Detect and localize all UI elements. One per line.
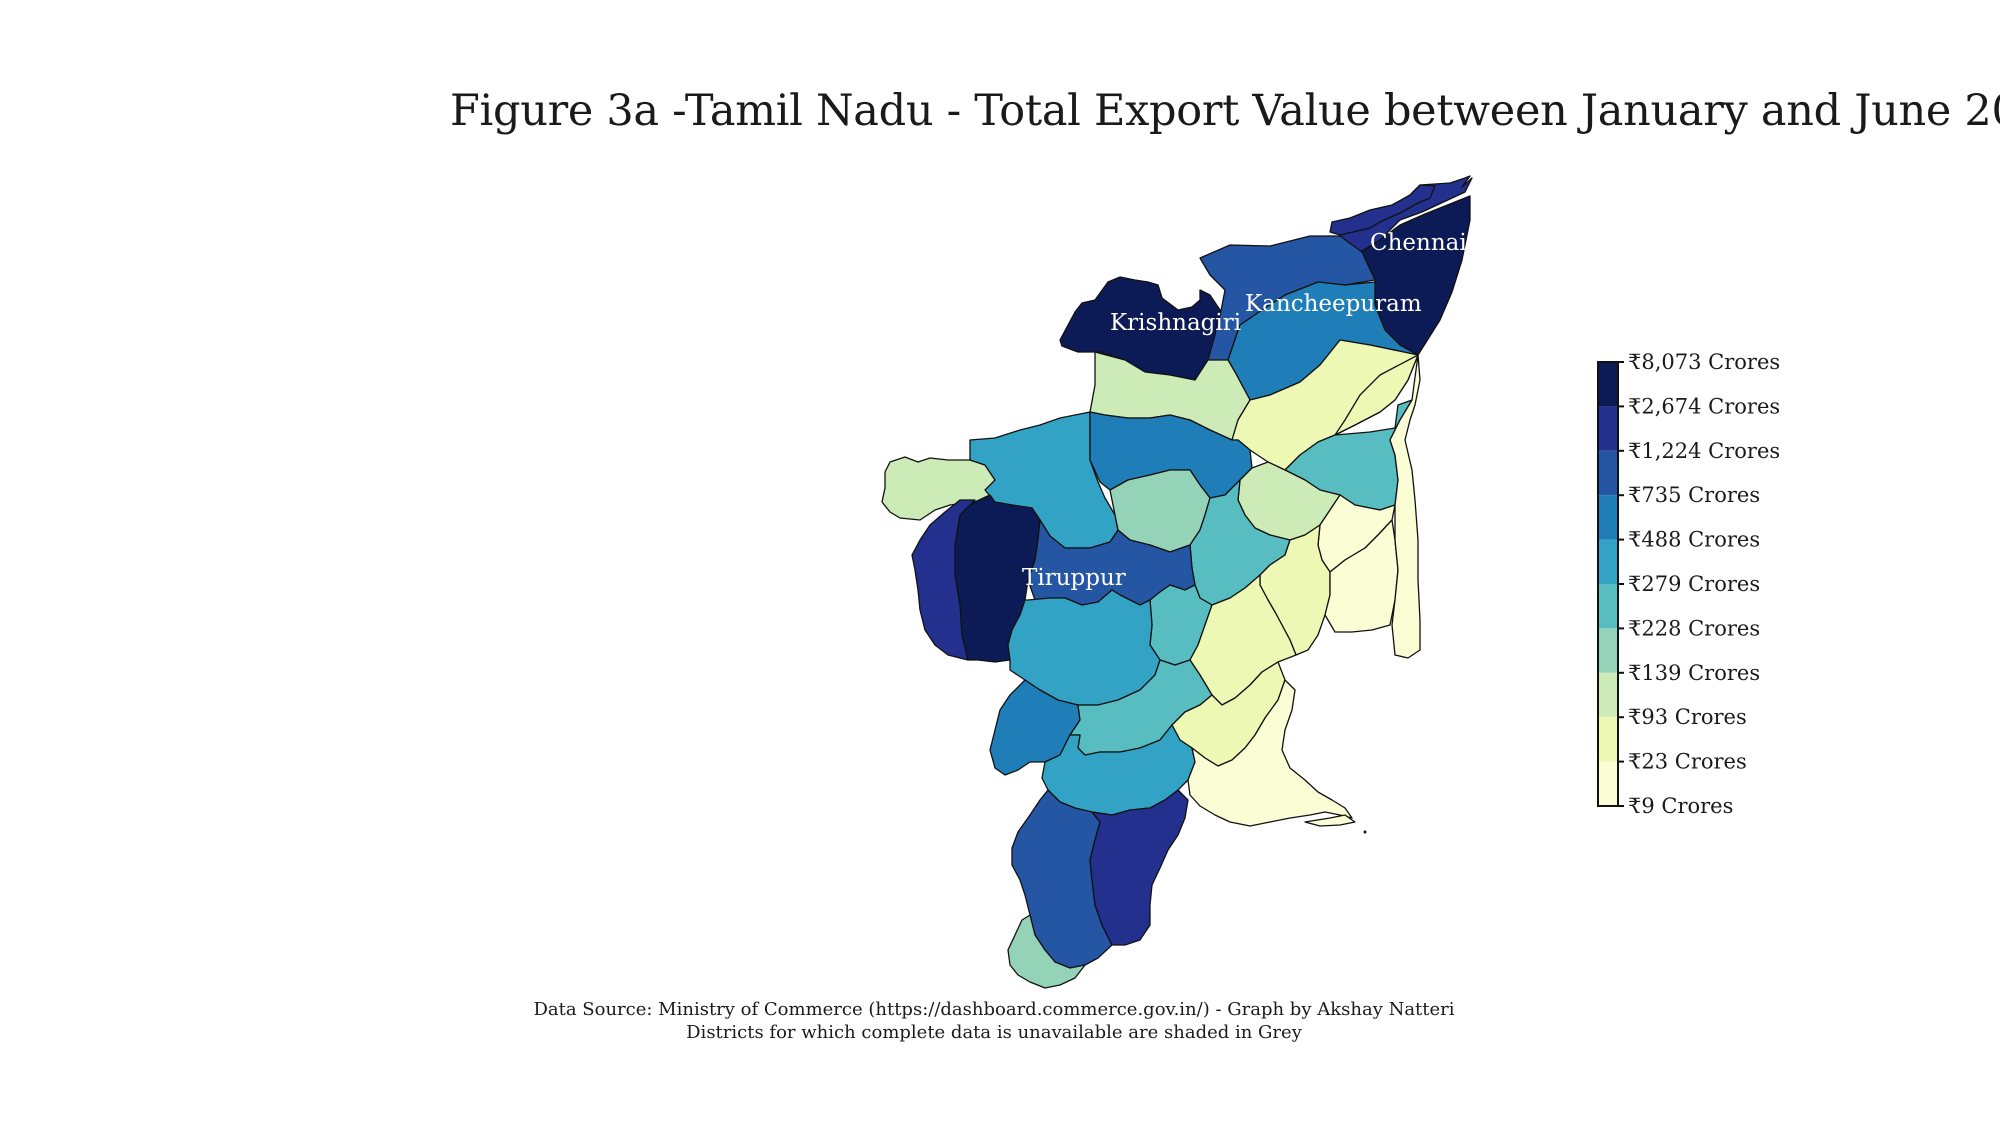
legend-label: ₹2,674 Crores bbox=[1628, 394, 1780, 418]
legend-swatch bbox=[1598, 584, 1618, 629]
color-legend: ₹8,073 Crores ₹2,674 Crores ₹1,224 Crores ₹… bbox=[1597, 350, 1780, 818]
legend-label: ₹488 Crores bbox=[1628, 528, 1760, 552]
legend-label: ₹228 Crores bbox=[1628, 616, 1760, 640]
district-ramanathapuram[interactable] bbox=[1187, 679, 1353, 827]
label-krishnagiri: Krishnagiri bbox=[1110, 310, 1241, 336]
district-villupuram[interactable] bbox=[1334, 354, 1419, 436]
map-labels: Chennai Kancheepuram Krishnagiri Tiruppu… bbox=[1022, 230, 1467, 591]
legend-swatch bbox=[1598, 761, 1618, 806]
label-chennai: Chennai bbox=[1370, 230, 1467, 256]
legend-swatch bbox=[1598, 717, 1618, 762]
island-rameswaram bbox=[1304, 814, 1356, 827]
label-tiruppur: Tiruppur bbox=[1022, 565, 1126, 591]
legend-label: ₹23 Crores bbox=[1628, 750, 1747, 774]
legend-label: ₹93 Crores bbox=[1628, 705, 1747, 729]
footer: Data Source: Ministry of Commerce (https… bbox=[0, 998, 2000, 1044]
legend-swatch bbox=[1598, 406, 1618, 451]
district-nagapattinam[interactable] bbox=[1389, 354, 1421, 659]
district-layer bbox=[881, 175, 1473, 989]
data-source-note: Data Source: Ministry of Commerce (https… bbox=[533, 999, 1455, 1020]
legend-label: ₹8,073 Crores bbox=[1628, 350, 1780, 374]
legend-label: ₹279 Crores bbox=[1628, 572, 1760, 596]
district-thoothukudi[interactable] bbox=[1089, 789, 1189, 946]
district-kanyakumari[interactable] bbox=[1007, 914, 1086, 989]
island-dot bbox=[1363, 830, 1367, 834]
legend-label: ₹139 Crores bbox=[1628, 661, 1760, 685]
legend-swatch bbox=[1598, 628, 1618, 673]
legend-swatch bbox=[1598, 672, 1618, 718]
label-kancheepuram: Kancheepuram bbox=[1245, 291, 1422, 317]
legend-swatch bbox=[1598, 495, 1618, 540]
legend-swatch bbox=[1598, 450, 1618, 496]
district-pollachi[interactable] bbox=[911, 499, 976, 661]
district-tiruvallur-north[interactable] bbox=[1329, 184, 1436, 236]
page-title: Figure 3a -Tamil Nadu - Total Export Val… bbox=[450, 86, 2000, 136]
legend-label: ₹1,224 Crores bbox=[1628, 439, 1780, 463]
legend-swatch bbox=[1598, 539, 1618, 584]
legend-label: ₹735 Crores bbox=[1628, 483, 1760, 507]
legend-label: ₹9 Crores bbox=[1628, 794, 1733, 818]
grey-shading-note: Districts for which complete data is una… bbox=[686, 1022, 1302, 1043]
legend-swatch bbox=[1598, 362, 1618, 407]
